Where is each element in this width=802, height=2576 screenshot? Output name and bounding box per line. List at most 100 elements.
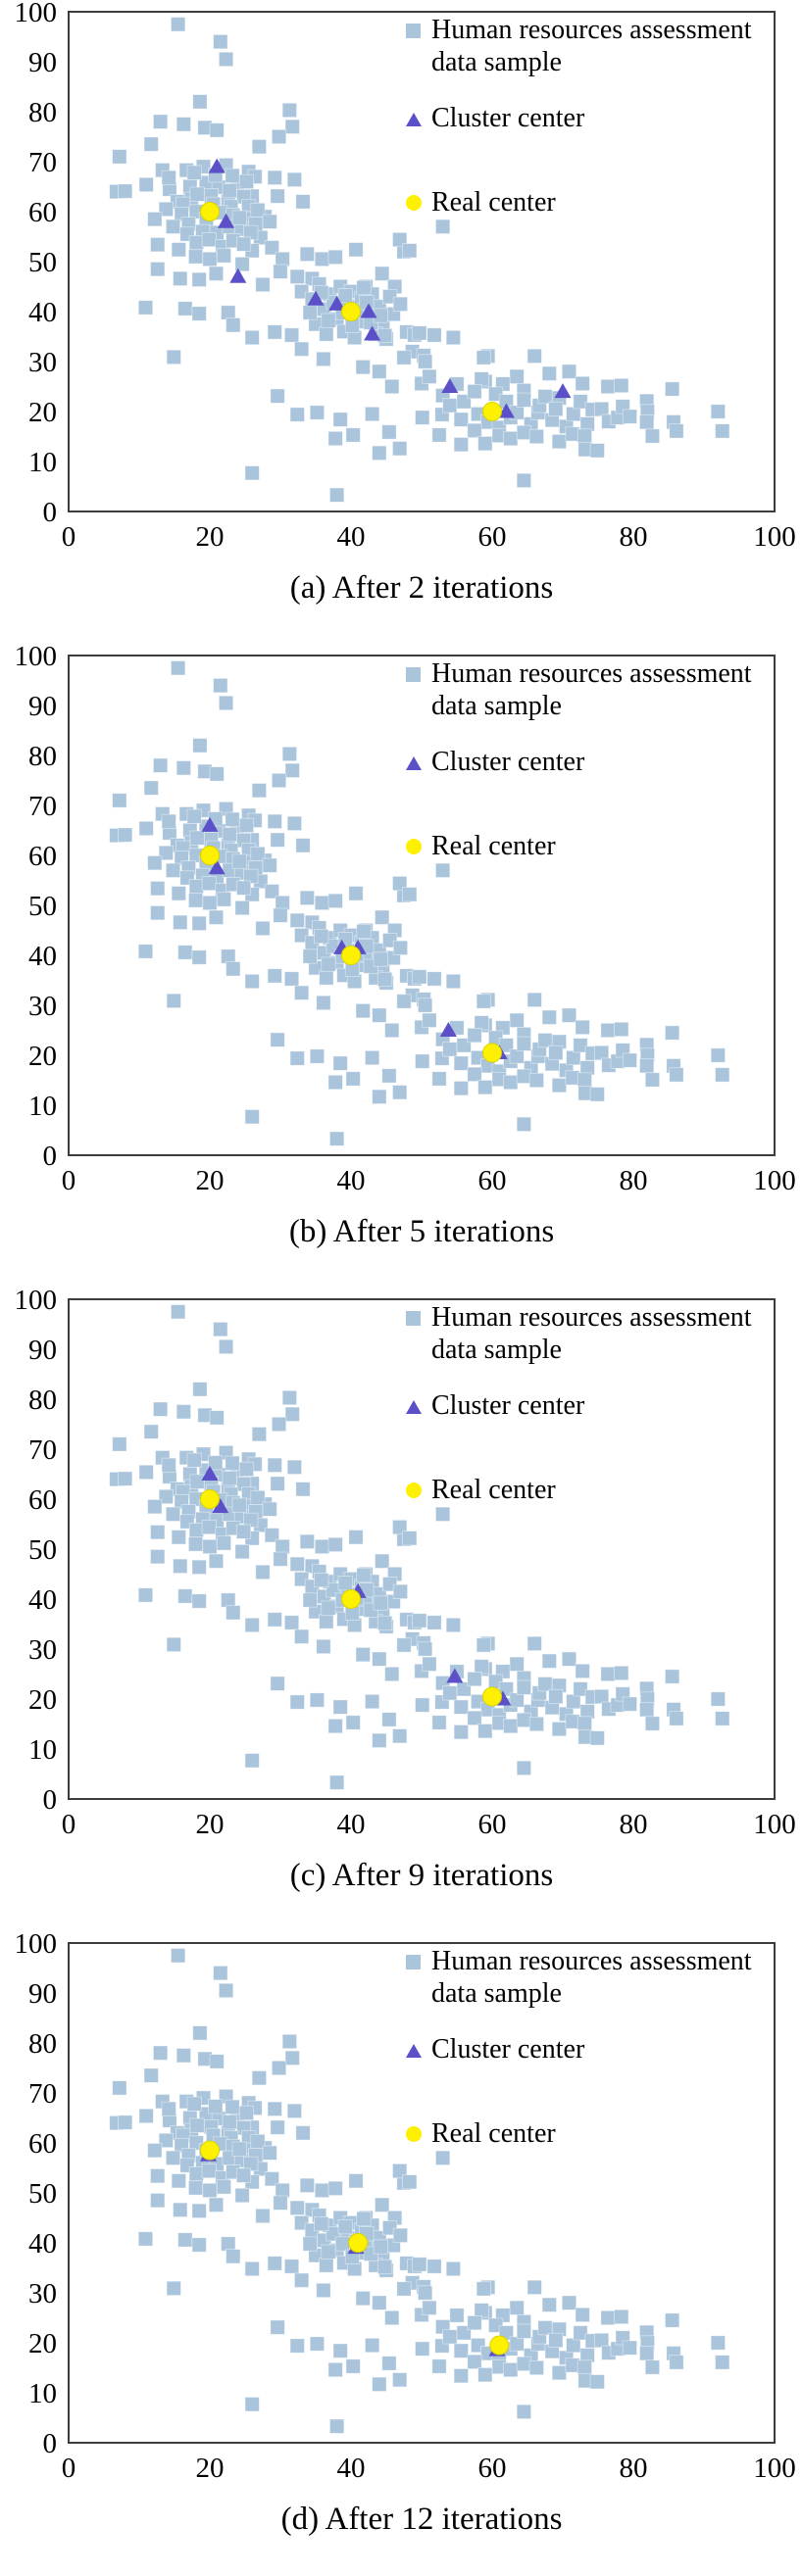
panel-caption: (d) After 12 iterations	[280, 2502, 563, 2537]
sample-point-marker	[267, 2101, 282, 2116]
sample-point-marker	[373, 2239, 388, 2255]
sample-point-marker	[273, 907, 288, 923]
sample-point-marker	[191, 2203, 207, 2218]
sample-point-marker	[376, 2259, 393, 2275]
y-tick-label: 50	[28, 2178, 57, 2210]
sample-point-marker	[251, 1427, 268, 1442]
sample-point-marker	[442, 398, 458, 413]
sample-point-marker	[644, 1072, 661, 1088]
panel-d: 0 10 20 30 40 50 60 70 80 90 100 0 20 40 60 80 100 Human…	[0, 1931, 802, 2575]
sample-point-marker	[152, 1401, 169, 1417]
sample-point-marker	[166, 2280, 181, 2297]
sample-point-marker	[541, 1009, 557, 1025]
sample-point-marker	[328, 487, 345, 503]
sample-point-marker	[208, 266, 225, 281]
sample-point-marker	[575, 2307, 590, 2323]
plot-frame	[68, 1942, 776, 2444]
legend-label: Cluster center	[431, 1390, 585, 1421]
sample-point-marker	[226, 1605, 241, 1621]
sample-point-marker	[187, 2180, 204, 2196]
cluster-center-marker	[218, 213, 235, 228]
sample-point-marker	[289, 1694, 305, 1710]
sample-point-marker	[474, 2303, 489, 2318]
sample-point-marker	[316, 1638, 331, 1655]
sample-point-marker	[477, 436, 493, 452]
sample-point-marker	[576, 1716, 592, 1731]
sample-point-marker	[209, 2054, 225, 2069]
sample-point-marker	[284, 1406, 300, 1422]
sample-point-marker	[516, 2356, 532, 2372]
y-tick-label: 90	[28, 1335, 57, 1366]
sample-square-icon	[406, 14, 431, 46]
sample-point-marker	[415, 2341, 430, 2357]
y-tick-label: 80	[28, 2028, 57, 2060]
sample-point-marker	[187, 1536, 204, 1552]
sample-point-marker	[283, 327, 300, 343]
sample-point-marker	[299, 1533, 315, 1549]
sample-point-marker	[309, 405, 326, 420]
sample-point-marker	[255, 276, 271, 293]
sample-point-marker	[222, 2114, 237, 2130]
sample-point-marker	[594, 401, 610, 417]
sample-point-marker	[302, 1592, 318, 1608]
sample-point-marker	[150, 905, 166, 921]
sample-point-marker	[355, 360, 371, 375]
sample-point-marker	[150, 881, 166, 897]
sample-point-marker	[337, 1576, 353, 1591]
y-tick-label: 70	[28, 791, 57, 822]
x-tick-label: 100	[753, 521, 796, 553]
sample-point-marker	[216, 2179, 231, 2195]
sample-point-marker	[221, 948, 236, 964]
sample-point-marker	[202, 251, 218, 267]
sample-point-marker	[345, 2358, 361, 2374]
sample-point-marker	[327, 1536, 343, 1553]
sample-point-marker	[201, 875, 217, 892]
sample-point-marker	[267, 1457, 282, 1473]
sample-point-marker	[191, 915, 207, 931]
sample-point-marker	[244, 1617, 260, 1633]
sample-point-marker	[316, 995, 331, 1011]
sample-point-marker	[348, 242, 364, 258]
sample-point-marker	[208, 1455, 224, 1471]
x-tick-label: 80	[620, 1809, 648, 1840]
sample-point-marker	[314, 929, 329, 945]
sample-point-marker	[289, 912, 305, 928]
sample-point-marker	[516, 2404, 532, 2419]
legend-item-sample: Human resources assessment data sample	[406, 1301, 752, 1366]
sample-point-marker	[345, 1071, 361, 1087]
sample-point-marker	[270, 2119, 285, 2135]
sample-point-marker	[262, 2145, 277, 2161]
sample-point-marker	[669, 1067, 684, 1083]
sample-point-marker	[267, 813, 282, 829]
sample-point-marker	[225, 811, 240, 827]
sample-point-marker	[235, 1524, 252, 1539]
sample-point-marker	[526, 2279, 542, 2295]
sample-point-marker	[192, 1382, 208, 1397]
sample-point-marker	[431, 2358, 447, 2374]
sample-point-marker	[165, 1506, 181, 1522]
sample-point-marker	[566, 1693, 581, 1710]
sample-point-marker	[392, 2372, 408, 2388]
sample-point-marker	[302, 2236, 318, 2252]
sample-point-marker	[202, 1538, 218, 1555]
sample-point-marker	[516, 1679, 532, 1695]
sample-point-marker	[376, 971, 393, 988]
sample-point-marker	[503, 1074, 519, 1091]
sample-point-marker	[208, 2197, 225, 2212]
cluster-triangle-icon	[406, 746, 431, 778]
y-tick-label: 40	[28, 941, 57, 972]
sample-point-marker	[161, 2101, 176, 2116]
sample-point-marker	[573, 1038, 588, 1053]
sample-point-marker	[600, 2309, 616, 2326]
sample-point-marker	[231, 2141, 247, 2157]
sample-point-marker	[158, 2132, 174, 2149]
sample-point-marker	[165, 219, 181, 234]
sample-point-marker	[474, 371, 489, 387]
sample-point-marker	[161, 1457, 176, 1473]
cluster-center-marker	[328, 295, 346, 311]
sample-point-marker	[665, 381, 680, 397]
sample-point-marker	[171, 242, 186, 258]
real-center-marker	[200, 1489, 220, 1509]
sample-point-marker	[372, 1007, 387, 1023]
sample-point-marker	[281, 746, 297, 762]
